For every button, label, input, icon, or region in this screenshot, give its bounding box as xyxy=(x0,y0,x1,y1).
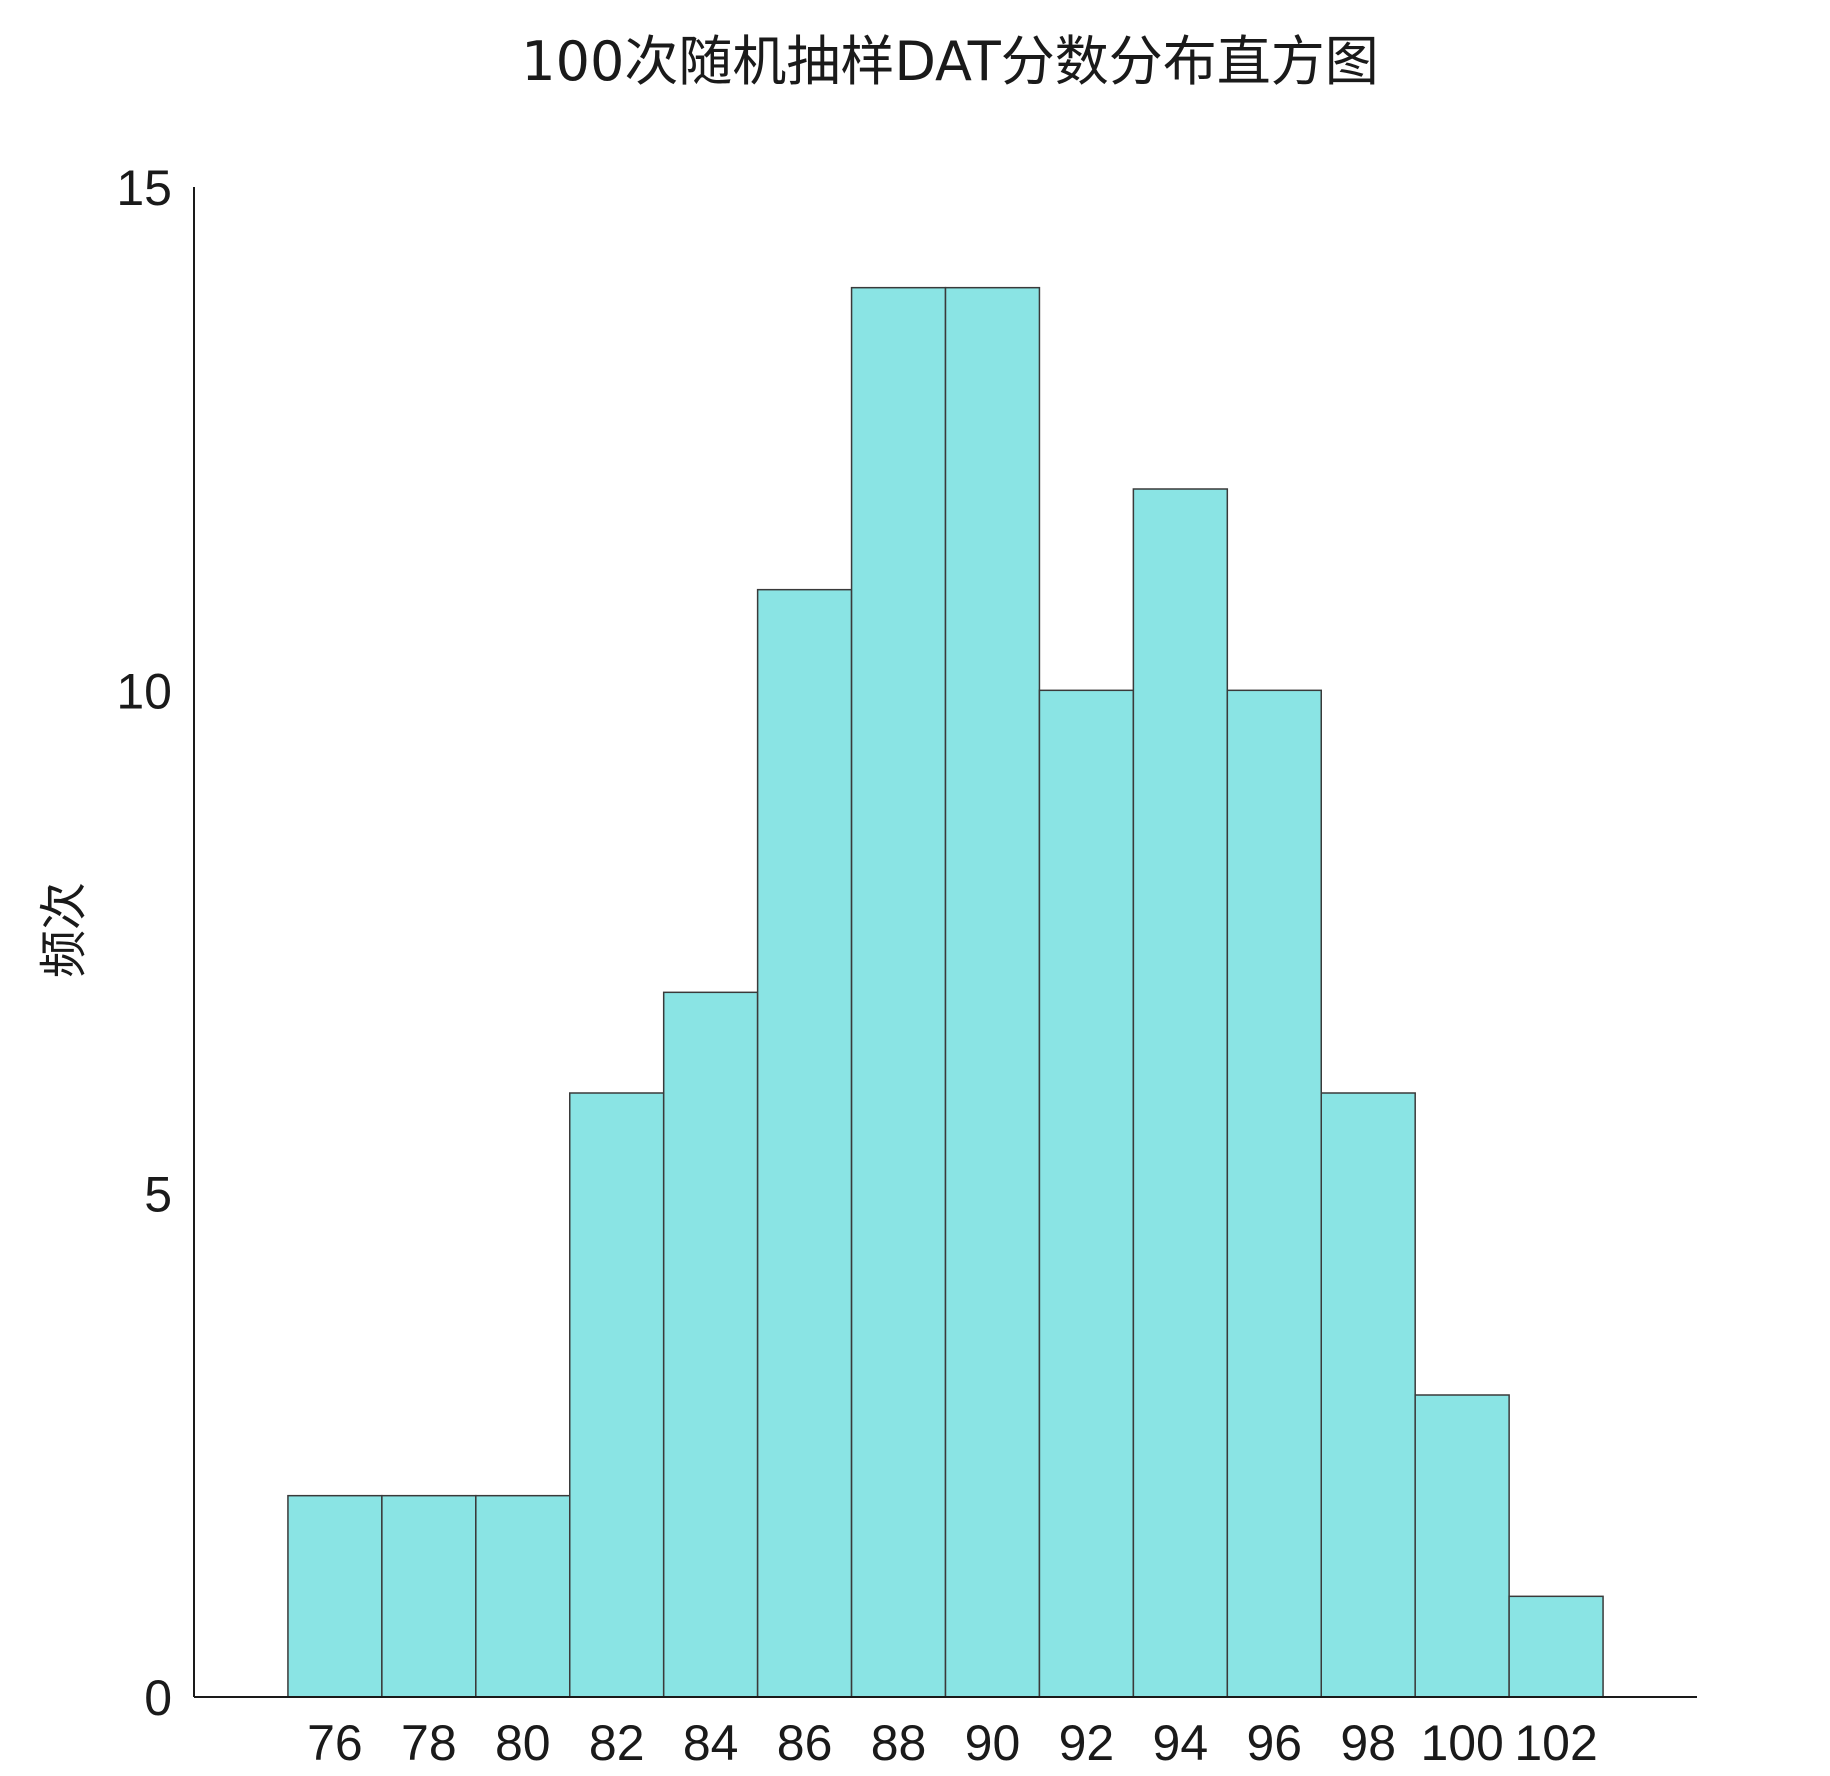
histogram-bar xyxy=(1132,488,1229,1698)
histogram-bar xyxy=(475,1494,571,1698)
x-tick-label: 78 xyxy=(401,1715,457,1771)
x-tick-label: 76 xyxy=(307,1715,363,1771)
histogram-bar xyxy=(1508,1595,1604,1698)
histogram-bar xyxy=(1038,689,1135,1698)
bars-group xyxy=(287,286,1604,1698)
y-tick-label: 0 xyxy=(144,1670,172,1726)
x-tick-labels: 76 78 80 82 84 86 88 90 92 94 96 98 100 102 xyxy=(307,1715,1598,1771)
x-tick-label: 102 xyxy=(1514,1715,1597,1771)
histogram-bar xyxy=(850,286,947,1698)
x-tick-label: 98 xyxy=(1340,1715,1396,1771)
histogram-bar xyxy=(662,991,759,1698)
y-tick-labels: 0 5 10 15 xyxy=(116,160,172,1726)
y-axis-label: 频次 xyxy=(36,882,92,978)
x-tick-label: 80 xyxy=(495,1715,551,1771)
x-tick-label: 88 xyxy=(871,1715,927,1771)
histogram-bar xyxy=(287,1494,383,1698)
histogram-bar xyxy=(569,1092,665,1698)
x-tick-label: 90 xyxy=(965,1715,1021,1771)
y-tick-label: 5 xyxy=(144,1167,172,1223)
x-tick-label: 100 xyxy=(1420,1715,1503,1771)
histogram-bar xyxy=(1320,1092,1416,1698)
x-tick-label: 92 xyxy=(1059,1715,1115,1771)
x-tick-label: 86 xyxy=(777,1715,833,1771)
histogram-bar xyxy=(944,286,1041,1698)
histogram-bar xyxy=(756,588,853,1698)
x-tick-label: 96 xyxy=(1246,1715,1302,1771)
x-tick-label: 84 xyxy=(683,1715,739,1771)
y-tick-label: 10 xyxy=(116,663,172,719)
histogram-bar xyxy=(381,1494,477,1698)
histogram-bar xyxy=(1414,1394,1510,1698)
y-tick-label: 15 xyxy=(116,160,172,216)
x-tick-label: 94 xyxy=(1153,1715,1209,1771)
chart-title: 100次随机抽样DAT分数分布直方图 xyxy=(521,30,1378,93)
x-tick-label: 82 xyxy=(589,1715,645,1771)
histogram-bar xyxy=(1226,689,1322,1698)
